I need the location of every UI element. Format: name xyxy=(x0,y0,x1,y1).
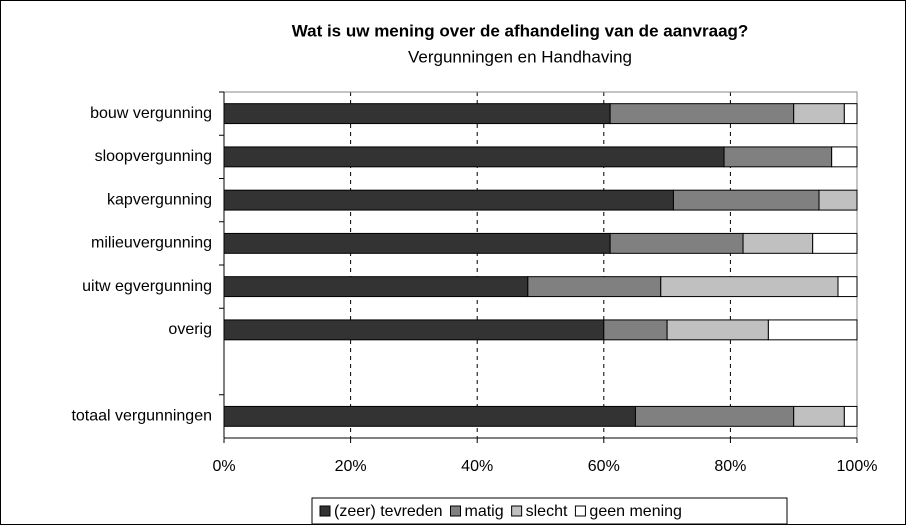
bar-segment xyxy=(831,146,858,168)
y-tick-label: bouw vergunning xyxy=(90,105,212,122)
bar-segment xyxy=(818,189,858,211)
bar-segment xyxy=(609,232,744,254)
legend-box xyxy=(311,497,788,525)
bar-segment xyxy=(672,189,820,211)
bar-segment xyxy=(223,103,611,125)
legend-swatch xyxy=(511,505,523,517)
bar-segment xyxy=(666,319,769,341)
y-tick-label: overig xyxy=(168,321,212,338)
bar-segment xyxy=(609,103,795,125)
y-tick-label: totaal vergunningen xyxy=(71,408,212,425)
bar-segment xyxy=(223,405,636,427)
bar-segment xyxy=(742,232,814,254)
x-tick-label: 0% xyxy=(212,458,235,475)
bar-segment xyxy=(223,276,529,298)
legend-swatch xyxy=(450,505,461,517)
legend-swatch xyxy=(574,505,586,517)
bar-segment xyxy=(837,276,858,298)
bar-segment xyxy=(843,103,858,125)
bar-segment xyxy=(223,319,605,341)
x-tick-label: 100% xyxy=(837,458,878,475)
bar-segment xyxy=(223,232,611,254)
bar-segment xyxy=(223,189,674,211)
legend-swatch xyxy=(319,505,331,517)
legend-label: matig xyxy=(465,503,504,520)
bar-segment xyxy=(603,319,668,341)
legend-label: slecht xyxy=(526,503,568,520)
y-tick-label: sloopvergunning xyxy=(95,148,212,165)
bar-segment xyxy=(634,405,795,427)
x-tick-label: 80% xyxy=(714,458,746,475)
x-tick-label: 20% xyxy=(335,458,367,475)
y-tick-label: milieuvergunning xyxy=(91,235,212,252)
y-tick-label: uitw egvergunning xyxy=(82,278,212,295)
bar-segment xyxy=(793,103,845,125)
bar-segment xyxy=(767,319,858,341)
bar-segment xyxy=(527,276,662,298)
chart-subtitle: Vergunningen en Handhaving xyxy=(408,47,632,66)
bar-segment xyxy=(223,146,725,168)
legend-label: (zeer) tevreden xyxy=(334,503,443,520)
x-tick-label: 40% xyxy=(461,458,493,475)
bar-segment xyxy=(793,405,845,427)
bar-segment xyxy=(812,232,858,254)
bar-segment xyxy=(723,146,833,168)
x-tick-label: 60% xyxy=(588,458,620,475)
legend-label: geen mening xyxy=(589,503,682,520)
bar-segment xyxy=(660,276,839,298)
y-tick-label: kapvergunning xyxy=(107,191,212,208)
bar-segment xyxy=(843,405,858,427)
chart-title: Wat is uw mening over de afhandeling van… xyxy=(292,21,749,40)
